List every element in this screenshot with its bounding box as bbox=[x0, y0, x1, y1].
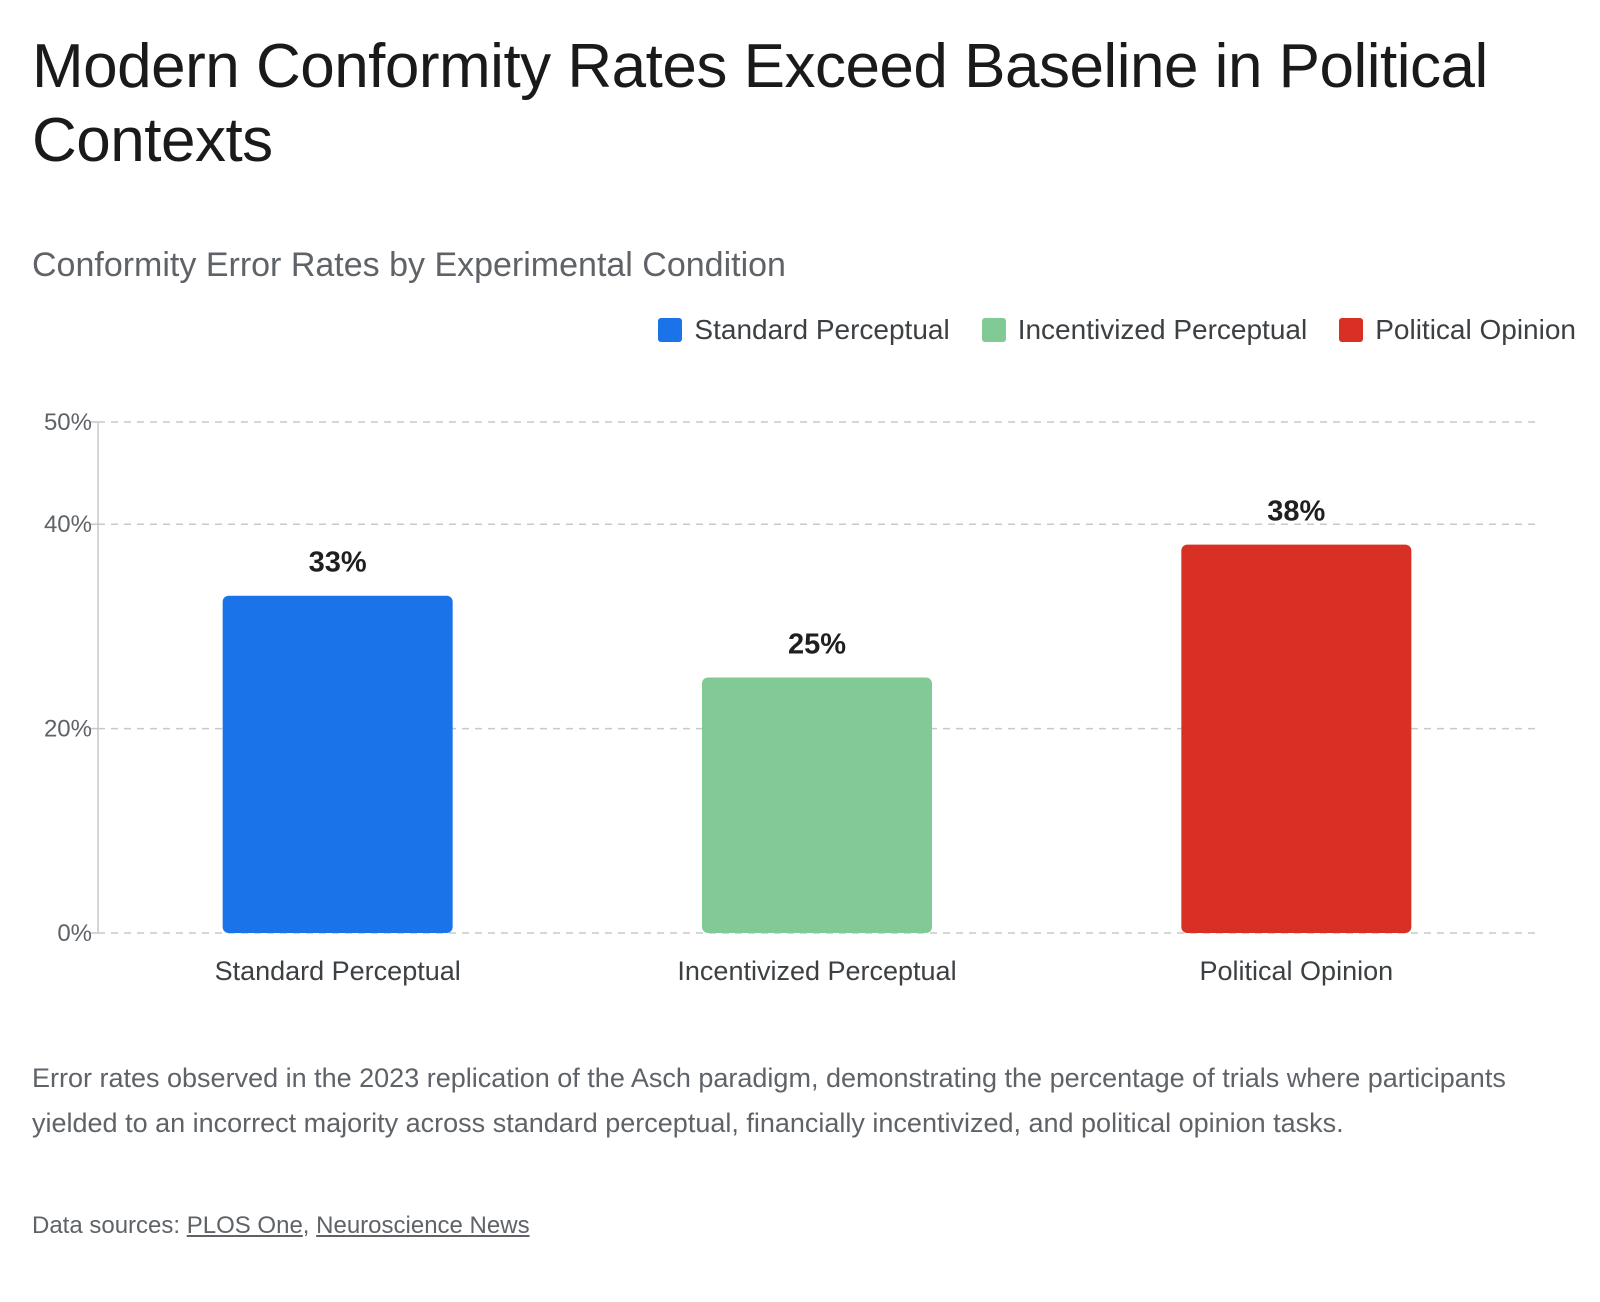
data-sources: Data sources: PLOS One, Neuroscience New… bbox=[32, 1212, 530, 1240]
x-category-label: Political Opinion bbox=[1200, 956, 1394, 986]
bar bbox=[702, 677, 932, 933]
y-tick-label: 20% bbox=[44, 716, 92, 743]
x-category-label: Standard Perceptual bbox=[215, 956, 461, 986]
bar bbox=[222, 595, 453, 933]
source-link-plos-one[interactable]: PLOS One bbox=[186, 1212, 303, 1239]
chart-caption: Error rates observed in the 2023 replica… bbox=[32, 1063, 1506, 1138]
bar-chart: 0% 20% 40% 50% 33% Standard Perceptual 25% Ince… bbox=[44, 409, 1536, 986]
x-category-label: Incentivized Perceptual bbox=[677, 956, 956, 986]
legend-label-incentivized: Incentivized Perceptual bbox=[1017, 314, 1308, 345]
bar-value-label: 25% bbox=[788, 629, 846, 661]
legend-label-political: Political Opinion bbox=[1375, 314, 1576, 345]
chart-legend: Standard Perceptual Incentivized Percept… bbox=[658, 314, 1576, 346]
legend-label-standard: Standard Perceptual bbox=[694, 314, 950, 345]
y-tick-label: 0% bbox=[57, 920, 92, 947]
sources-separator: , bbox=[302, 1212, 317, 1239]
y-tick-label: 40% bbox=[44, 511, 92, 538]
legend-swatch-incentivized bbox=[981, 318, 1006, 342]
chart-headline: Modern Conformity Rates Exceed Baseline … bbox=[32, 32, 1488, 175]
legend-item-incentivized-perceptual[interactable]: Incentivized Perceptual bbox=[981, 314, 1308, 346]
bar-value-label: 38% bbox=[1267, 496, 1325, 528]
legend-swatch-standard bbox=[658, 318, 683, 342]
legend-item-standard-perceptual[interactable]: Standard Perceptual bbox=[658, 314, 950, 346]
source-link-neuroscience-news[interactable]: Neuroscience News bbox=[316, 1212, 530, 1239]
legend-swatch-political bbox=[1339, 318, 1364, 342]
legend-item-political-opinion[interactable]: Political Opinion bbox=[1339, 314, 1576, 346]
sources-prefix: Data sources: bbox=[32, 1212, 187, 1239]
bar-value-label: 33% bbox=[309, 547, 367, 579]
y-tick-label: 50% bbox=[44, 409, 92, 436]
chart-title: Conformity Error Rates by Experimental C… bbox=[32, 246, 786, 284]
bar bbox=[1181, 544, 1412, 933]
